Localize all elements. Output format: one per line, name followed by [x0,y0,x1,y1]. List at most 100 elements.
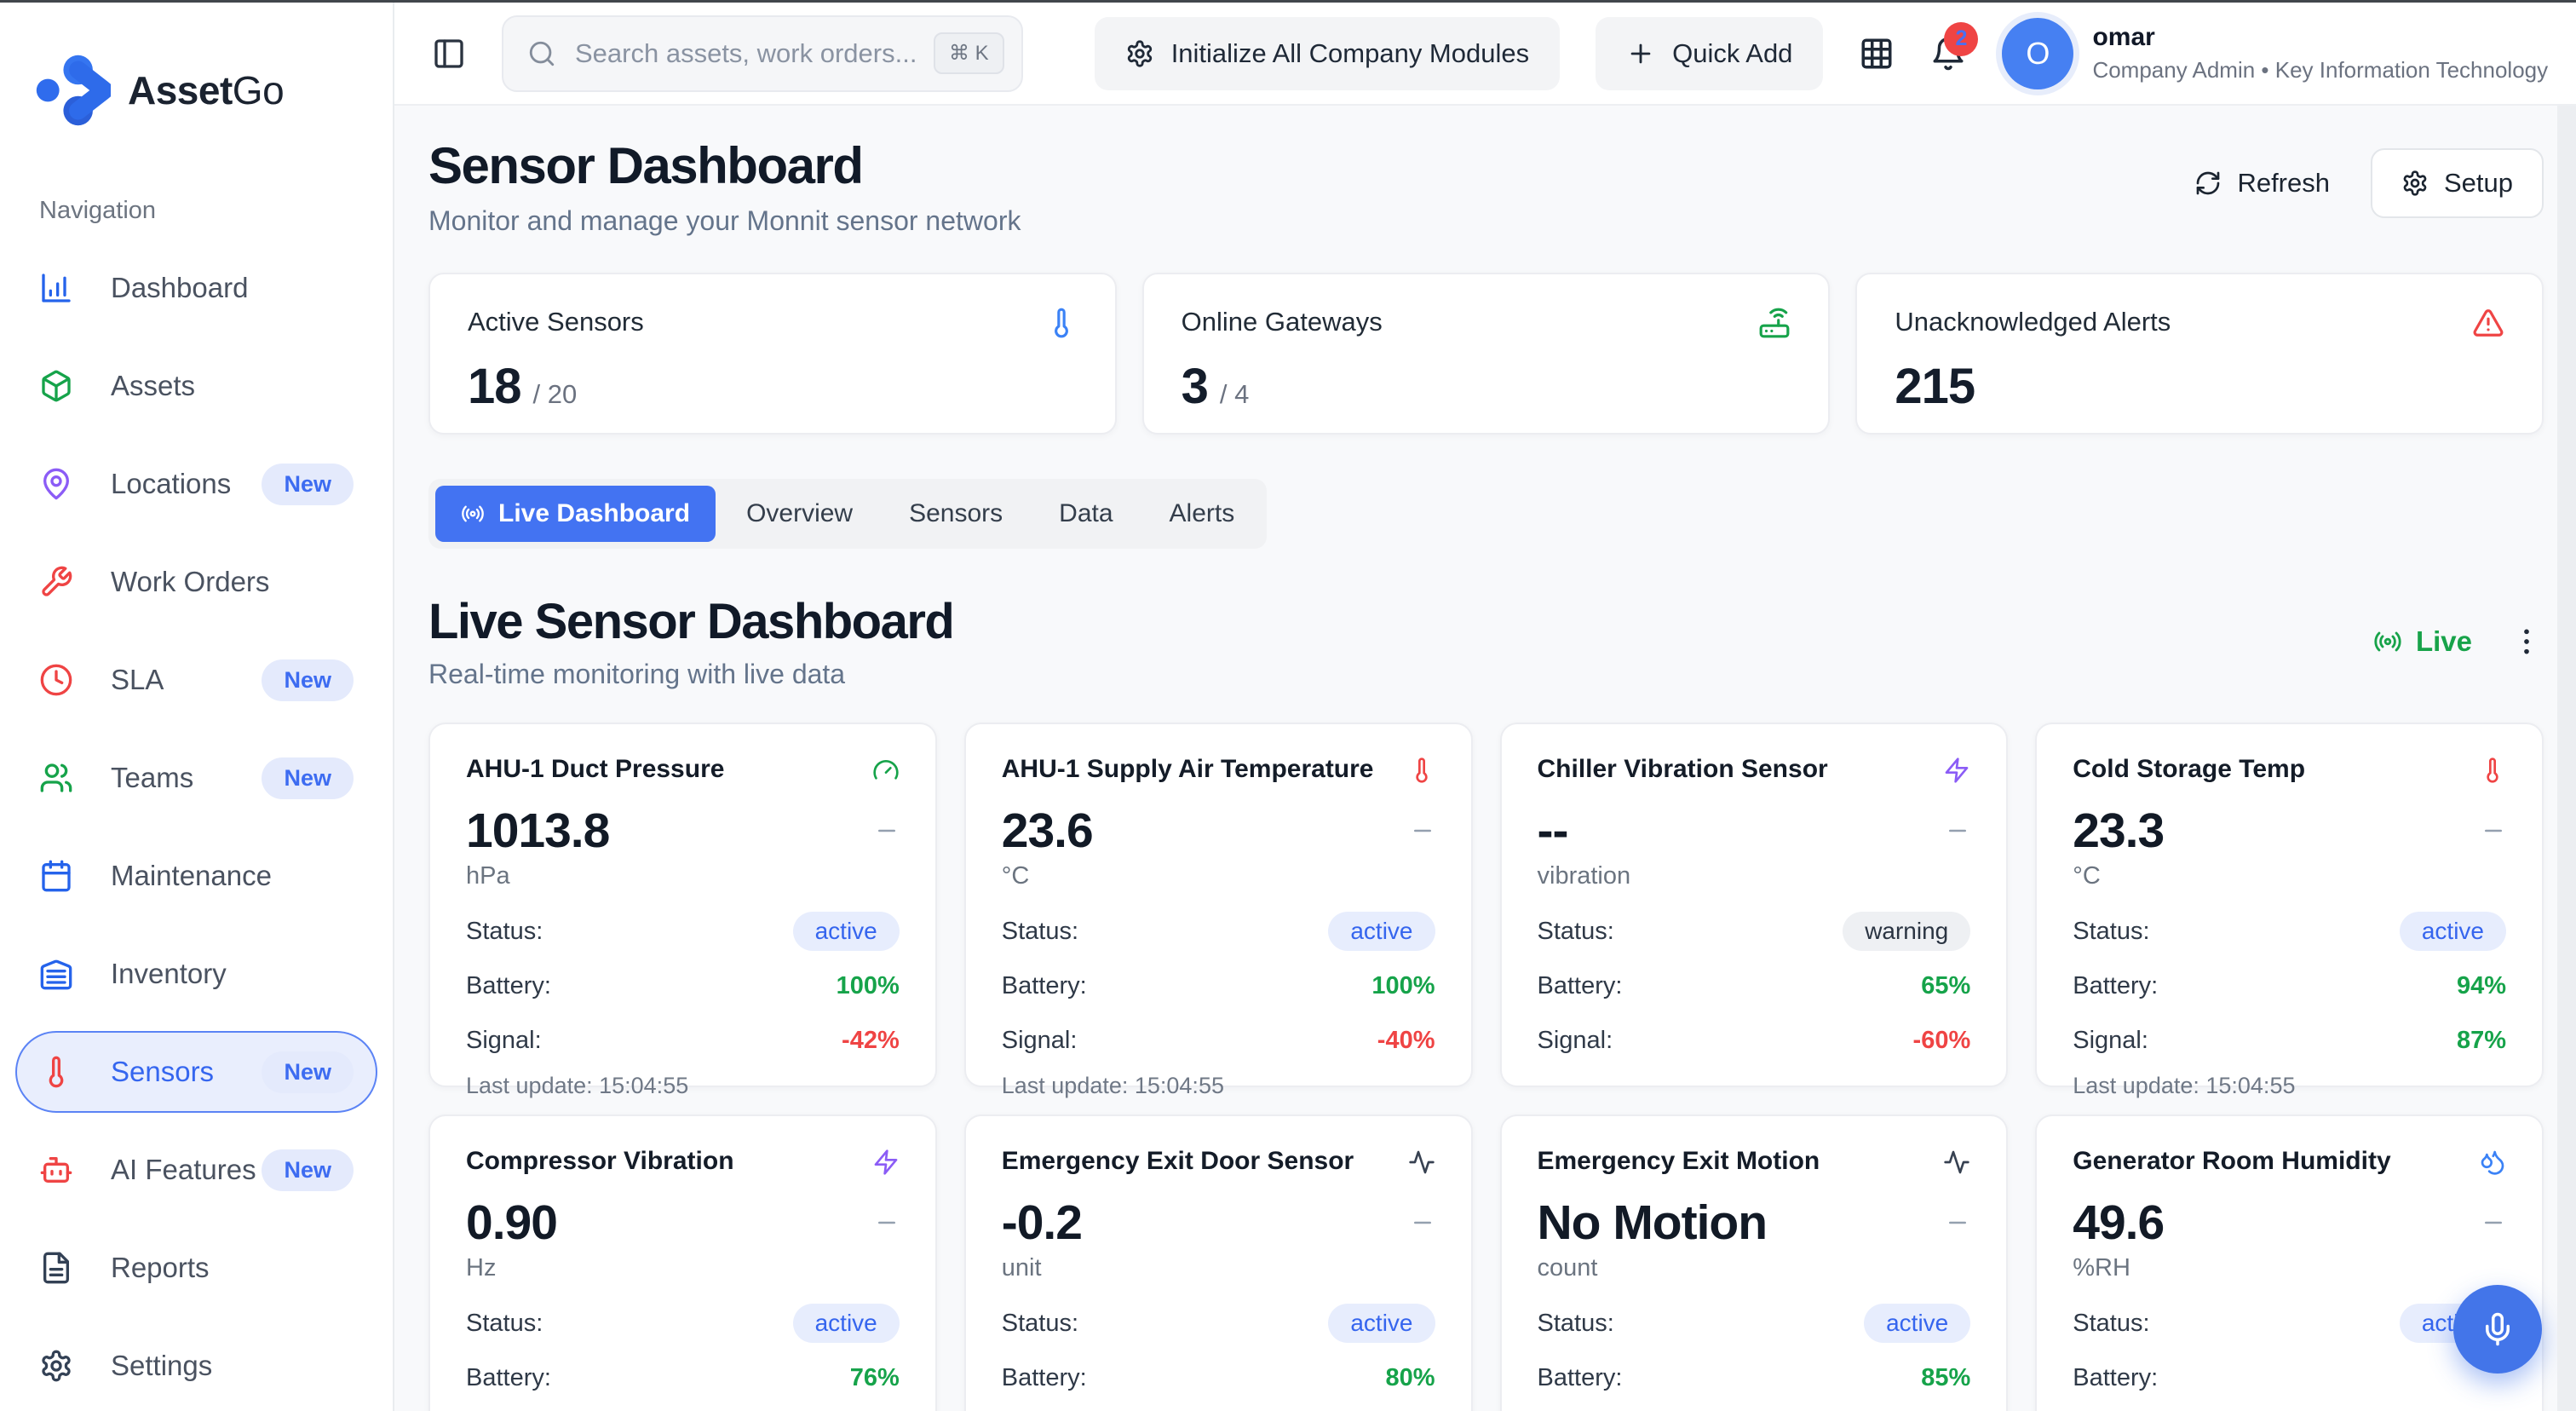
tab-label: Data [1059,499,1113,527]
initialize-modules-button[interactable]: Initialize All Company Modules [1094,16,1561,90]
sensor-card[interactable]: Cold Storage Temp 23.3 °C Status: active… [2035,723,2544,1098]
sensor-meta: Status: active Battery: 94% Signal: 87% … [2073,912,2506,1099]
sensor-card-header: Cold Storage Temp [2073,755,2506,784]
user-menu[interactable]: O omar Company Admin • Key Information T… [2002,17,2548,89]
sensor-value-row: -- [1538,803,1971,859]
status-badge: active [792,912,900,951]
tab-sensors[interactable]: Sensors [883,486,1028,542]
live-status-badge: Live [2373,625,2472,658]
battery-label: Battery: [2073,1363,2159,1391]
tab-data[interactable]: Data [1033,486,1138,542]
sensor-card[interactable]: Emergency Exit Motion No Motion count St… [1499,1114,2009,1411]
notification-count-badge: 2 [1944,21,1979,56]
battery-label: Battery: [466,971,551,999]
router-icon [1758,307,1791,339]
sensor-name: AHU-1 Supply Air Temperature [1001,755,1374,783]
sensor-card[interactable]: AHU-1 Supply Air Temperature 23.6 °C Sta… [963,723,1473,1098]
voice-assistant-button[interactable] [2453,1285,2542,1374]
quick-add-label: Quick Add [1672,37,1793,68]
last-update: Last update: 15:04:55 [2073,1073,2296,1098]
live-status-label: Live [2415,625,2472,657]
sidebar-item-assets[interactable]: Assets [15,345,377,427]
sensor-card-header: Chiller Vibration Sensor [1538,755,1971,784]
sensor-value: 1013.8 [466,803,610,858]
battery-value: 100% [836,971,900,999]
sidebar-item-sla[interactable]: SLA New [15,639,377,721]
signal-row: Signal: -60% [1538,1022,1971,1059]
sidebar-item-work-orders[interactable]: Work Orders [15,541,377,623]
sensor-card[interactable]: AHU-1 Duct Pressure 1013.8 hPa Status: a… [428,723,937,1098]
tab-alerts[interactable]: Alerts [1144,486,1261,542]
sensor-meta: Status: active Battery: 80% Signal: -52%… [1002,1304,1435,1411]
status-label: Status: [1537,1309,1614,1337]
sensor-value-row: -0.2 [1002,1195,1435,1251]
trend-minus-icon [2481,818,2506,844]
live-header-text: Live Sensor Dashboard Real-time monitori… [428,593,955,690]
sidebar-item-locations[interactable]: Locations New [15,443,377,525]
search-input[interactable] [575,37,915,69]
sensor-name: Cold Storage Temp [2073,755,2306,783]
global-search[interactable]: ⌘ K [502,14,1023,92]
brand-name: AssetGo [128,67,285,113]
setup-button[interactable]: Setup [2370,148,2544,218]
sensor-unit: vibration [1537,862,1631,890]
sidebar-item-inventory[interactable]: Inventory [15,933,377,1015]
quick-add-button[interactable]: Quick Add [1596,16,1824,90]
sidebar-item-maintenance[interactable]: Maintenance [15,835,377,917]
status-row: Status: warning [1538,912,1971,951]
stats-row: Active Sensors 18 / 20 Online Gateways 3… [428,273,2544,435]
battery-label: Battery: [1537,971,1623,999]
avatar: O [2002,17,2074,89]
tab-label: Alerts [1169,499,1235,527]
status-label: Status: [466,1309,543,1337]
sidebar-item-label: Reports [111,1252,210,1283]
sensor-value-row: 1013.8 [466,803,900,859]
sensor-card[interactable]: Emergency Exit Door Sensor -0.2 unit Sta… [963,1114,1473,1411]
page-subtitle: Monitor and manage your Monnit sensor ne… [428,205,1021,236]
droplets-icon [2479,1149,2506,1176]
signal-value: -42% [842,1026,900,1054]
sidebar-item-sensors[interactable]: Sensors New [15,1031,377,1113]
stat-label: Online Gateways [1181,307,1383,337]
sidebar-item-ai-features[interactable]: AI Features New [15,1129,377,1211]
package-icon [39,369,73,403]
grid-icon[interactable] [1859,36,1895,72]
signal-row: Signal: -40% [1002,1022,1435,1059]
signal-label: Signal: [1001,1026,1078,1054]
clock-icon [39,663,73,697]
dashboard-tabs: Live Dashboard Overview Sensors Data Ale… [428,479,1268,549]
status-row: Status: active [1002,912,1435,951]
panel-left-icon[interactable] [432,37,466,71]
tab-overview[interactable]: Overview [721,486,878,542]
stat-label: Active Sensors [468,307,644,337]
stat-value: 18 [468,359,522,414]
sensor-card[interactable]: Compressor Vibration 0.90 Hz Status: act… [428,1114,937,1411]
main-content: Sensor Dashboard Monitor and manage your… [394,106,2576,1411]
tab-label: Overview [746,499,854,527]
sensor-value-row: 0.90 [466,1195,900,1251]
sensor-name: Emergency Exit Door Sensor [1001,1147,1354,1175]
sidebar-item-reports[interactable]: Reports [15,1227,377,1309]
sensor-card[interactable]: Chiller Vibration Sensor -- vibration St… [1499,723,2009,1087]
trend-minus-icon [2481,1210,2506,1235]
stat-label: Unacknowledged Alerts [1895,307,2171,337]
notifications-button[interactable]: 2 [1930,21,1979,72]
sidebar-nav: Dashboard Assets Locations New Work Orde… [0,247,393,1407]
scrollbar-track[interactable] [2557,106,2576,1411]
sidebar-item-teams[interactable]: Teams New [15,737,377,819]
sensor-value: 23.3 [2073,803,2165,858]
gear-icon [1125,39,1154,68]
search-icon [527,39,556,68]
dots-vertical-icon[interactable] [2510,625,2544,659]
live-subtitle: Real-time monitoring with live data [428,659,846,689]
sidebar-item-label: Dashboard [111,272,249,303]
refresh-button[interactable]: Refresh [2176,153,2349,214]
sidebar-item-settings[interactable]: Settings [15,1325,377,1407]
new-badge: New [262,757,354,799]
tab-live-dashboard[interactable]: Live Dashboard [435,486,716,542]
nav-section-label: Navigation [39,197,157,224]
sensor-meta: Status: active Battery: 100% Signal: -42… [466,912,900,1099]
sidebar-item-dashboard[interactable]: Dashboard [15,247,377,329]
radio-icon [461,502,485,526]
sensor-card[interactable]: Generator Room Humidity 49.6 %RH Status:… [2035,1114,2544,1411]
